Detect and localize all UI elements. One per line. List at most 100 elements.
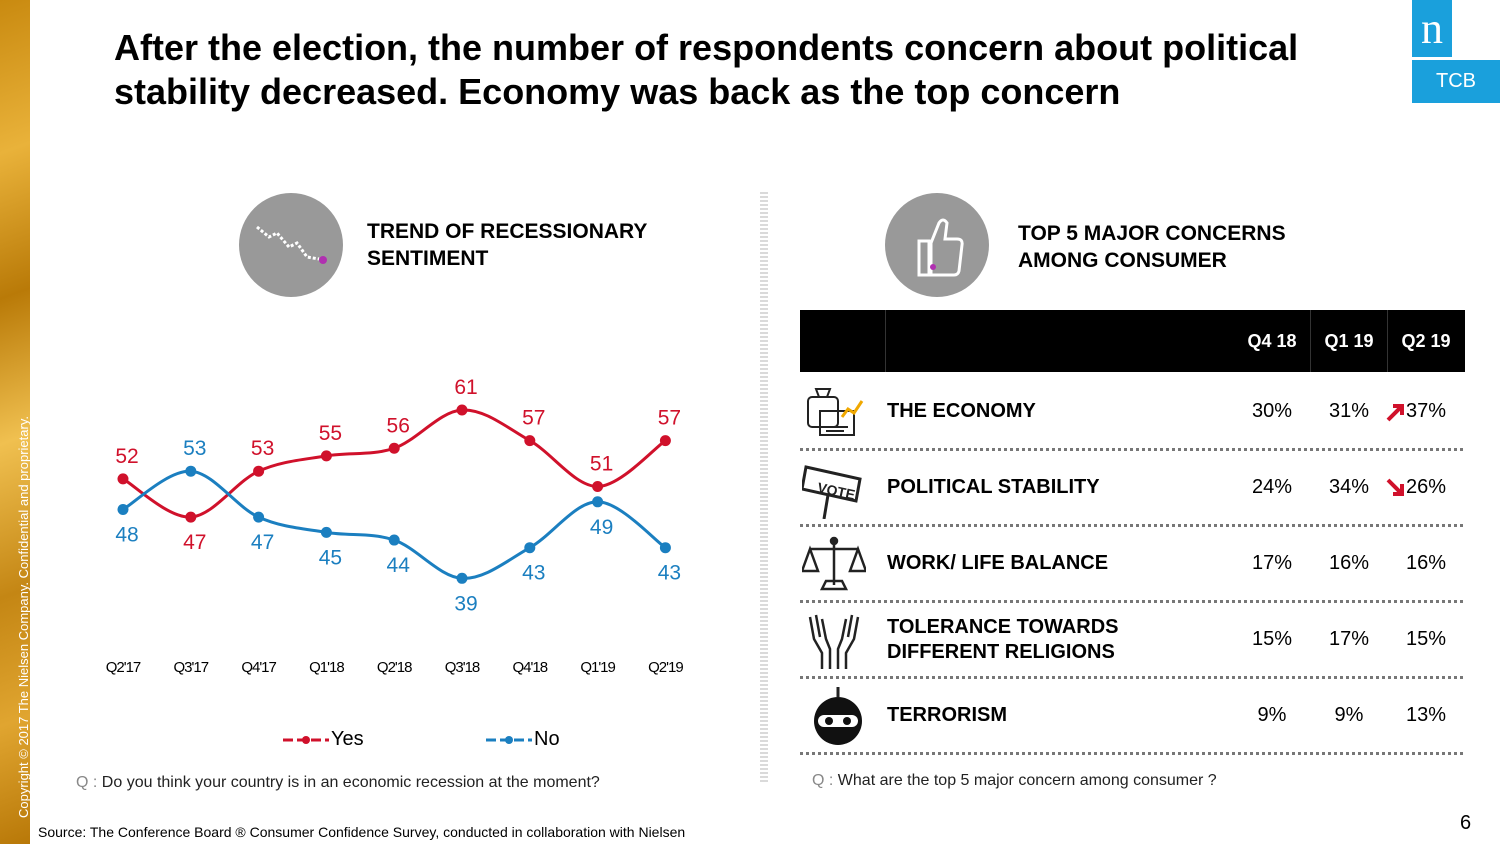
data-label-yes: 56 [387, 414, 410, 437]
concern-label: WORK/ LIFE BALANCE [887, 552, 1109, 574]
data-label-no: 43 [658, 562, 681, 585]
nielsen-logo: n [1412, 0, 1452, 57]
data-label-yes: 57 [658, 407, 681, 430]
data-point-no [117, 503, 129, 515]
table-row: TOLERANCE TOWARDS DIFFERENT RELIGIONS 15… [800, 603, 1465, 679]
x-tick-label: Q1'19 [580, 659, 615, 676]
data-point-yes [659, 435, 671, 447]
page-number: 6 [1460, 812, 1472, 834]
data-point-no [320, 526, 332, 538]
cell-value: 15% [1405, 628, 1447, 650]
legend-no-label: No [534, 728, 560, 750]
copyright-text: Copyright © 2017 The Nielsen Company. Co… [16, 416, 31, 818]
data-label-no: 44 [387, 554, 411, 577]
data-point-yes [592, 481, 604, 492]
col-q2-19: Q2 19 [1401, 331, 1451, 351]
question-prefix: Q : [812, 772, 834, 789]
cell-value: 16% [1405, 552, 1447, 574]
trend-question: Q : Do you think your country is in an e… [76, 774, 600, 792]
col-q4-18: Q4 18 [1247, 331, 1297, 351]
vote-sign-icon: VOTE [800, 457, 866, 520]
data-point-yes [253, 465, 265, 477]
trend-up-icon [1386, 404, 1404, 422]
economy-icon [802, 381, 866, 443]
legend-no: No [486, 728, 560, 751]
data-point-no [592, 496, 604, 508]
decorative-gold-bar [0, 0, 30, 844]
data-label-yes: 52 [115, 445, 138, 468]
cell-value: 24% [1251, 476, 1293, 498]
concern-label: THE ECONOMY [887, 400, 1036, 422]
question-text: Do you think your country is in an econo… [101, 774, 600, 791]
downtrend-icon [239, 193, 343, 297]
cell-value: 9% [1257, 704, 1287, 726]
praying-hands-icon [802, 609, 866, 671]
data-point-yes [117, 473, 129, 485]
data-label-no: 49 [590, 516, 613, 539]
cell-value: 26% [1405, 476, 1447, 498]
page-title: After the election, the number of respon… [114, 27, 1299, 112]
data-label-yes: 47 [183, 531, 206, 554]
scale-icon [800, 533, 868, 595]
concern-label: POLITICAL STABILITY [887, 476, 1100, 498]
data-label-yes: 51 [590, 453, 613, 476]
trend-down-icon [1386, 478, 1404, 496]
bomb-icon [802, 685, 866, 747]
x-tick-label: Q4'17 [241, 659, 276, 676]
cell-value: 37% [1405, 400, 1447, 422]
x-tick-label: Q2'19 [648, 659, 683, 676]
source-note: Source: The Conference Board ® Consumer … [38, 824, 686, 840]
data-label-yes: 53 [251, 437, 274, 460]
data-label-no: 48 [115, 523, 138, 546]
data-point-no [659, 542, 671, 554]
table-row: VOTE POLITICAL STABILITY 24% 34% 26% [800, 451, 1465, 527]
cell-value: 31% [1328, 400, 1370, 422]
concern-label: TOLERANCE TOWARDS DIFFERENT RELIGIONS [887, 615, 1119, 663]
x-tick-label: Q1'18 [309, 659, 344, 676]
cell-value: 16% [1328, 552, 1370, 574]
legend-yes-label: Yes [331, 728, 364, 750]
data-point-yes [185, 511, 197, 523]
cell-value: 17% [1328, 628, 1370, 650]
x-tick-label: Q4'18 [513, 659, 548, 676]
table-row: WORK/ LIFE BALANCE 17% 16% 16% [800, 527, 1465, 603]
table-row: TERRORISM 9% 9% 13% [800, 679, 1465, 755]
trend-section-title: TREND OF RECESSIONARY SENTIMENT [367, 220, 648, 270]
cell-value: 30% [1251, 400, 1293, 422]
data-label-no: 53 [183, 437, 206, 460]
data-point-no [388, 534, 400, 546]
x-tick-label: Q3'17 [174, 659, 209, 676]
data-label-yes: 61 [454, 376, 477, 399]
tcb-logo: TCB [1412, 60, 1500, 103]
data-point-yes [388, 442, 400, 454]
recession-line-chart: 52 47 53 55 56 61 57 51 57 48 53 47 45 44 39 43 49 43 Q2'1… [106, 376, 685, 676]
x-tick-label: Q3'18 [445, 659, 480, 676]
concerns-question: Q : What are the top 5 major concern amo… [812, 772, 1217, 790]
concerns-section-title: TOP 5 MAJOR CONCERNS AMONG CONSUMER [1018, 222, 1286, 272]
svg-text:VOTE: VOTE [816, 479, 857, 503]
data-label-no: 43 [522, 562, 545, 585]
thumbs-up-icon [885, 193, 989, 297]
cell-value: 34% [1328, 476, 1370, 498]
data-point-yes [524, 435, 536, 447]
col-q1-19: Q1 19 [1324, 331, 1374, 351]
data-point-no [185, 465, 197, 477]
table-row: THE ECONOMY 30% 31% 37% [800, 375, 1465, 451]
data-label-yes: 55 [319, 422, 342, 445]
x-tick-label: Q2'18 [377, 659, 412, 676]
cell-value: 15% [1251, 628, 1293, 650]
data-point-no [253, 511, 265, 523]
question-text: What are the top 5 major concern among c… [837, 772, 1217, 789]
data-point-yes [320, 450, 332, 462]
data-point-yes [456, 404, 468, 416]
data-point-no [524, 542, 536, 554]
data-label-no: 39 [454, 592, 477, 615]
data-label-yes: 57 [522, 407, 545, 430]
data-label-no: 45 [319, 546, 342, 569]
section-divider [760, 192, 768, 782]
x-tick-label: Q2'17 [106, 659, 141, 676]
data-point-no [456, 572, 468, 584]
cell-value: 9% [1334, 704, 1364, 726]
legend-yes: Yes [283, 728, 364, 751]
concern-label: TERRORISM [887, 704, 1007, 726]
